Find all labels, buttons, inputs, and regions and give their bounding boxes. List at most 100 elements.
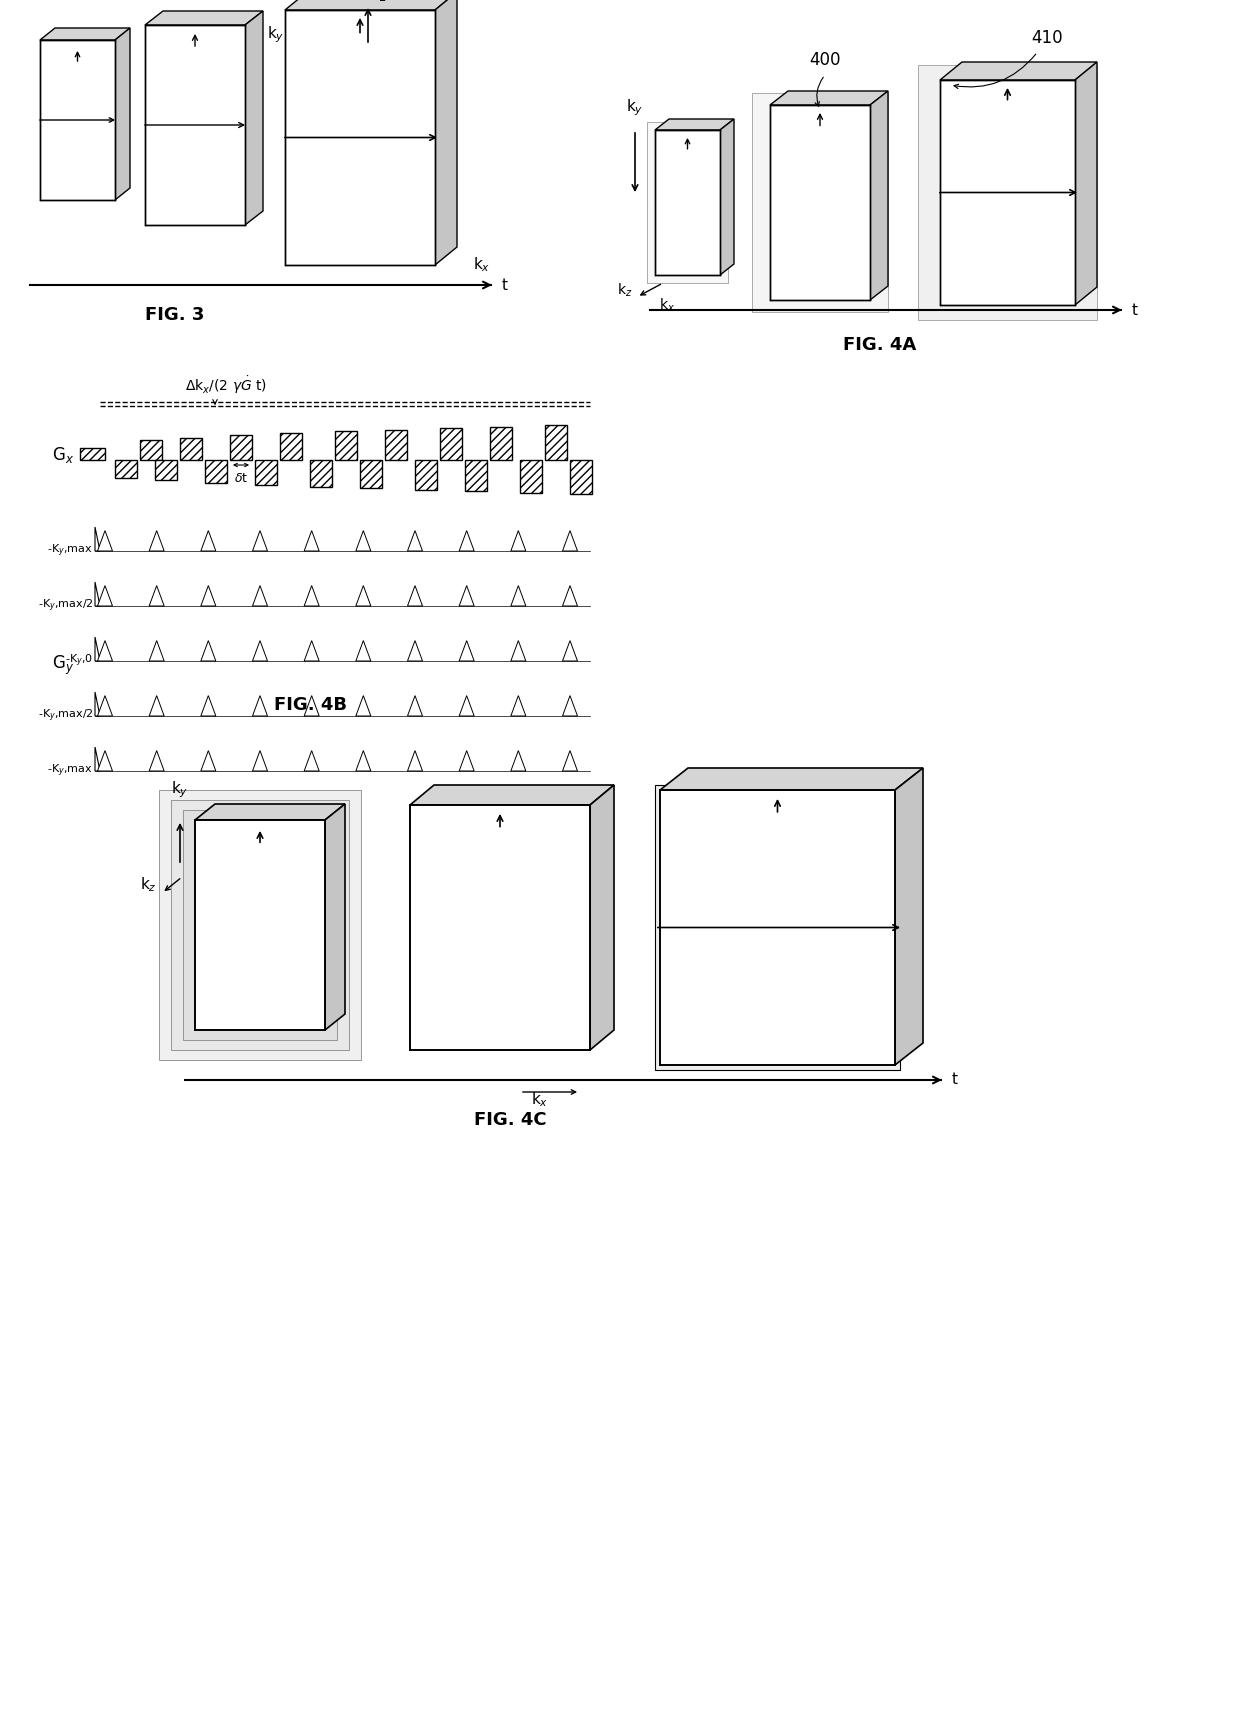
Point [795,892,815,919]
Point [195,159,215,187]
Point [79,147,99,175]
Point [211,906,231,933]
Point [709,981,729,1008]
Point [1033,125,1053,152]
Point [753,870,773,897]
Point [551,834,570,861]
Point [999,199,1019,226]
Point [218,41,238,68]
Point [737,969,756,996]
Point [68,89,88,116]
Point [822,1007,842,1034]
Point [539,943,559,971]
Point [775,897,795,924]
Point [723,952,743,979]
Point [696,140,715,168]
Point [192,41,212,68]
Point [744,842,764,870]
Point [388,36,408,63]
Polygon shape [940,80,1075,305]
Point [288,868,308,895]
Point [211,957,231,984]
Point [507,957,527,984]
Point [787,894,807,921]
Bar [918,65,1097,320]
Point [663,163,683,190]
Point [1016,152,1035,180]
Point [294,976,314,1003]
Point [668,231,688,259]
Point [337,116,357,144]
Point [337,192,357,219]
Point [396,214,415,241]
Point [490,962,510,990]
Bar [647,122,728,282]
Point [402,45,422,72]
Point [430,904,450,931]
Point [396,188,415,216]
Polygon shape [195,820,325,1031]
Point [208,149,228,176]
Point [536,870,556,897]
Point [843,187,863,214]
Point [274,931,294,959]
Point [73,159,93,187]
Point [81,111,100,139]
Point [207,63,227,91]
Bar [440,428,463,461]
Point [182,176,202,204]
Point [838,832,858,859]
Point [976,122,996,149]
Point [215,912,234,940]
Point [977,229,997,257]
Point [828,193,848,221]
Point [91,106,110,134]
Point [45,53,64,80]
Polygon shape [253,695,268,716]
Point [811,183,831,211]
Point [796,902,816,930]
Point [827,990,847,1017]
Polygon shape [408,531,423,551]
Point [821,123,841,151]
Polygon shape [98,750,113,770]
Point [226,978,246,1005]
Point [491,858,511,885]
Point [1001,135,1021,163]
Point [810,851,830,878]
Point [321,103,341,130]
Point [294,199,314,226]
Point [286,962,306,990]
Point [971,132,991,159]
Point [280,918,300,945]
Point [192,176,212,204]
Point [467,991,487,1019]
Point [243,923,263,950]
Point [682,166,702,193]
Point [381,164,401,192]
Point [825,921,844,948]
Point [330,209,350,236]
Point [231,909,250,936]
Point [461,871,481,899]
Point [839,897,859,924]
Point [520,991,539,1019]
Point [361,152,381,180]
Point [1012,202,1032,229]
Point [301,80,321,108]
Point [207,75,227,103]
Point [699,236,719,264]
Point [800,144,820,171]
Point [817,207,837,235]
Point [215,74,234,101]
Point [298,211,317,238]
Point [775,205,795,233]
Polygon shape [304,586,319,606]
Point [781,120,801,147]
Polygon shape [40,39,115,200]
Point [691,894,711,921]
Point [465,899,485,926]
Point [46,53,66,80]
Point [804,868,823,895]
Point [780,151,800,178]
